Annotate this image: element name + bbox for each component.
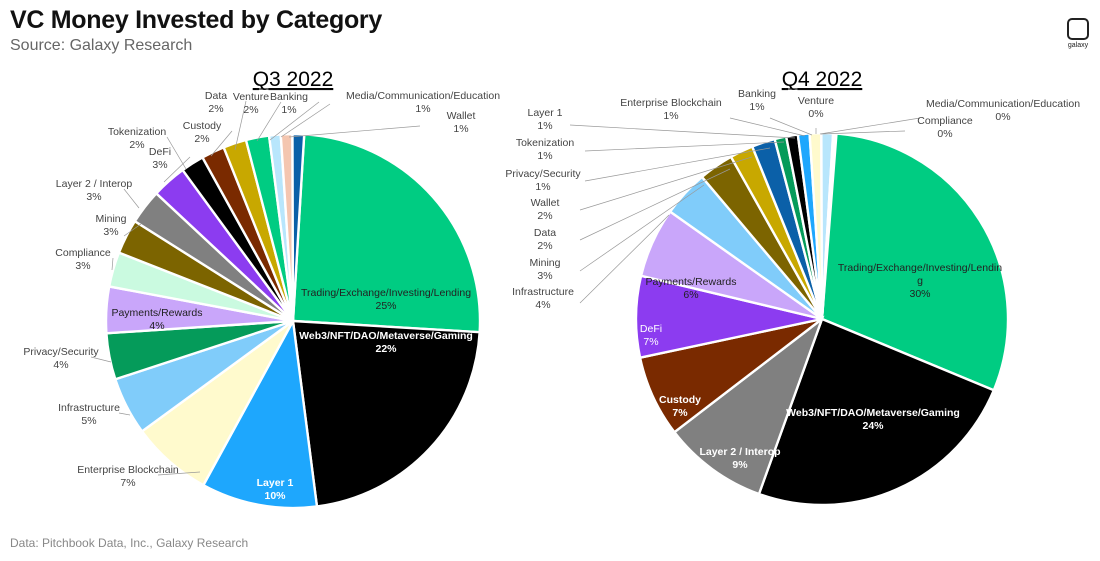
pie-label-q4-layer-1: Layer 1 1% <box>527 107 562 132</box>
pie-label-q4-web3-nft-dao-metaverse-gaming: Web3/NFT/DAO/Metaverse/Gaming 24% <box>786 407 960 432</box>
pie-label-q4-defi: DeFi 7% <box>640 323 662 348</box>
pie-chart-q3: Q3 2022 Trading/Exchange/Investing/Lendin… <box>23 68 500 510</box>
pie-label-q4-custody: Custody 7% <box>659 394 701 419</box>
leader-line <box>123 223 142 237</box>
leader-line <box>820 130 906 135</box>
pie-label-q3-trading-exchange-investing-lending: Trading/Exchange/Investing/Lending 25% <box>301 287 471 312</box>
pie-slice-q3-wallet <box>291 132 306 322</box>
leader-line <box>819 117 921 135</box>
pie-label-q4-trading-exchange-investing-lending: Trading/Exchange/Investing/Lendin g 30% <box>838 262 1002 300</box>
leader-line <box>157 471 201 476</box>
pie-label-q3-enterprise-blockchain: Enterprise Blockchain 7% <box>77 464 179 489</box>
leader-line <box>579 214 670 304</box>
leader-line <box>288 125 421 138</box>
leader-line <box>579 184 705 272</box>
pie-label-q3-banking: Banking 1% <box>270 91 308 116</box>
pie-label-q3-infrastructure: Infrastructure 5% <box>58 402 120 427</box>
page-subtitle: Source: Galaxy Research <box>10 37 193 54</box>
pie-label-q4-mining: Mining 3% <box>530 257 561 282</box>
leader-line <box>729 117 806 137</box>
pie-label-q4-banking: Banking 1% <box>738 88 776 113</box>
galaxy-logo: galaxy <box>1062 18 1094 49</box>
leader-line <box>256 101 282 142</box>
leader-line <box>280 103 331 138</box>
pie-label-q4-media-communication-education: Media/Communication/Education 0% <box>926 98 1080 123</box>
pie-label-q3-wallet: Wallet 1% <box>447 110 476 135</box>
leader-line <box>584 141 785 152</box>
pie-label-q3-defi: DeFi 3% <box>149 146 171 171</box>
leader-line <box>269 101 320 141</box>
pie-label-q3-web3-nft-dao-metaverse-gaming: Web3/NFT/DAO/Metaverse/Gaming 22% <box>299 330 473 355</box>
leader-line <box>579 168 731 241</box>
pie-label-q3-layer-2-interop: Layer 2 / Interop 3% <box>56 178 133 203</box>
pie-label-q3-data: Data 2% <box>205 90 227 115</box>
pie-label-q4-tokenization: Tokenization 1% <box>516 137 575 162</box>
pie-label-q4-enterprise-blockchain: Enterprise Blockchain 1% <box>620 97 722 122</box>
pie-slice-q3-layer-1 <box>201 317 319 510</box>
pie-label-q3-payments-rewards: Payments/Rewards 4% <box>111 307 202 332</box>
leader-line <box>584 147 771 182</box>
leader-line <box>90 356 112 363</box>
leader-line <box>118 412 131 416</box>
pie-label-q3-media-communication-education: Media/Communication/Education 1% <box>346 90 500 115</box>
pie-slice-q4-web3-nft-dao-metaverse-gaming <box>757 317 996 507</box>
pie-label-q4-venture: Venture 0% <box>798 95 834 120</box>
pie-slice-q4-trading-exchange-investing-lending <box>820 132 1010 392</box>
pie-slice-q4-layer-2-interop <box>672 315 825 496</box>
leader-line <box>769 117 813 136</box>
leader-line <box>166 136 187 170</box>
pie-label-q3-mining: Mining 3% <box>96 213 127 238</box>
pie-label-q3-layer-1: Layer 1 10% <box>257 477 294 502</box>
pie-label-q4-infrastructure: Infrastructure 4% <box>512 286 574 311</box>
galaxy-logo-text: galaxy <box>1067 42 1089 49</box>
pie-label-q4-compliance: Compliance 0% <box>917 115 973 140</box>
pie-label-q4-layer-2-interop: Layer 2 / Interop 9% <box>699 446 780 471</box>
pie-label-q3-venture: Venture 2% <box>233 91 269 116</box>
pie-title-q3: Q3 2022 <box>253 68 334 91</box>
pie-label-q3-tokenization: Tokenization 2% <box>108 126 167 151</box>
leader-line <box>163 156 191 183</box>
pie-label-q3-compliance: Compliance 3% <box>55 247 111 272</box>
pie-label-q3-custody: Custody 2% <box>183 120 222 145</box>
leader-line <box>234 100 247 151</box>
pie-slice-q3-trading-exchange-investing-lending <box>291 133 482 334</box>
pie-label-q4-data: Data 2% <box>534 227 556 252</box>
pie-label-q3-privacy-security: Privacy/Security 4% <box>23 346 99 371</box>
galaxy-logo-icon <box>1067 18 1089 40</box>
pie-title-q4: Q4 2022 <box>782 68 863 91</box>
pie-chart-q4: Q4 2022 Trading/Exchange/Investing/Lendin… <box>505 68 1080 507</box>
pie-label-q4-wallet: Wallet 2% <box>531 197 560 222</box>
page-title: VC Money Invested by Category <box>10 6 382 34</box>
leader-line <box>579 156 753 211</box>
pie-label-q4-privacy-security: Privacy/Security 1% <box>505 168 581 193</box>
data-source-footer: Data: Pitchbook Data, Inc., Galaxy Resea… <box>10 536 249 550</box>
leader-line <box>210 130 233 157</box>
pie-slice-q3-web3-nft-dao-metaverse-gaming <box>291 319 481 508</box>
leader-line <box>569 124 796 139</box>
pie-label-q4-payments-rewards: Payments/Rewards 6% <box>645 276 736 301</box>
leader-line <box>111 257 114 271</box>
leader-line <box>123 188 140 209</box>
